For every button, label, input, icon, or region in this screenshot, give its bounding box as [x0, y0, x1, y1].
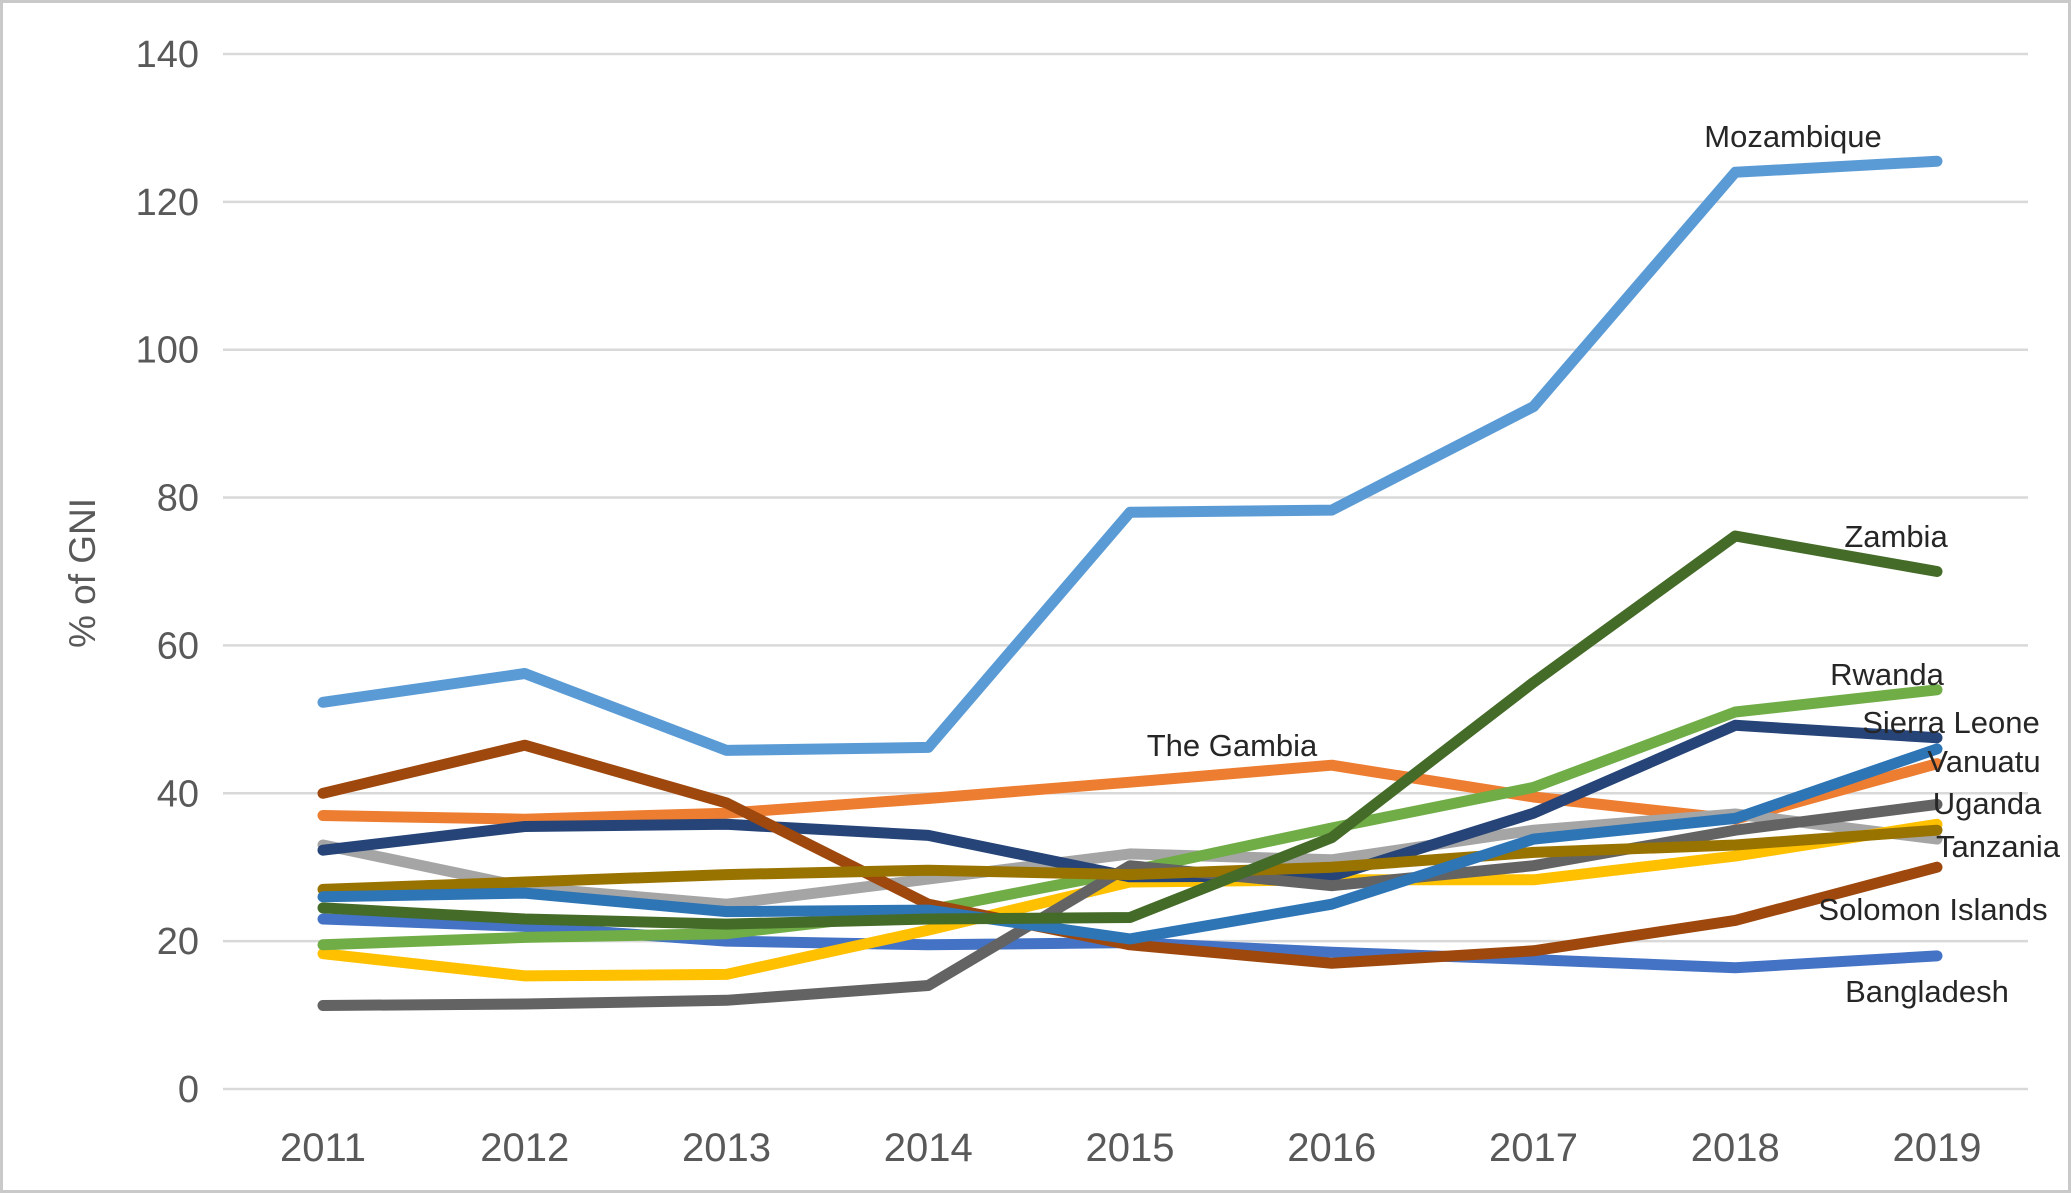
series-label-uganda: Uganda: [1933, 786, 2042, 821]
series-label-sierra-leone: Sierra Leone: [1862, 705, 2040, 740]
y-axis-tick-label-40: 40: [157, 773, 199, 815]
x-axis-tick-label-2013: 2013: [682, 1126, 771, 1170]
y-axis-tick-label-0: 0: [178, 1069, 199, 1111]
y-axis-title: % of GNI: [62, 498, 103, 648]
y-axis-tick-label-100: 100: [136, 330, 199, 372]
series-label-rwanda: Rwanda: [1830, 657, 1944, 692]
series-line-the-gambia: [317, 758, 1943, 825]
series-line-mozambique: [317, 155, 1943, 756]
y-axis-tick-label-60: 60: [157, 625, 199, 667]
x-axis-tick-label-2016: 2016: [1287, 1126, 1376, 1170]
y-axis-tick-label-120: 120: [136, 182, 199, 224]
x-axis-tick-label-2019: 2019: [1893, 1126, 1982, 1170]
y-axis-tick-label-140: 140: [136, 34, 199, 76]
series-label-solomon-islands: Solomon Islands: [1818, 892, 2047, 927]
x-axis-tick-label-2018: 2018: [1691, 1126, 1780, 1170]
y-axis-tick-label-80: 80: [157, 478, 199, 520]
series-line-unlabeled-gray: [317, 808, 1943, 910]
series-label-bangladesh: Bangladesh: [1845, 974, 2009, 1009]
series-line-solomon-islands: [317, 739, 1943, 969]
series-label-zambia: Zambia: [1844, 519, 1948, 554]
x-axis-tick-label-2011: 2011: [280, 1126, 366, 1170]
series-line-zambia: [317, 530, 1943, 930]
series-line-tanzania: [317, 824, 1943, 895]
series-label-the-gambia: The Gambia: [1147, 728, 1318, 763]
x-axis-tick-label-2017: 2017: [1489, 1126, 1578, 1170]
series-label-mozambique: Mozambique: [1704, 119, 1881, 154]
line-chart: 0 20 40 60 80 100 120 140 2011 2012 2013 2014 2015 20…: [3, 3, 2068, 1190]
series-label-vanuatu: Vanuatu: [1927, 744, 2040, 779]
x-axis-tick-label-2012: 2012: [480, 1126, 569, 1170]
series-line-vanuatu: [317, 743, 1943, 945]
series-label-tanzania: Tanzania: [1936, 829, 2061, 864]
chart-background: [3, 3, 2068, 1190]
x-axis-tick-label-2015: 2015: [1086, 1126, 1175, 1170]
x-axis-tick-label-2014: 2014: [884, 1126, 973, 1170]
y-axis-tick-label-20: 20: [157, 921, 199, 963]
